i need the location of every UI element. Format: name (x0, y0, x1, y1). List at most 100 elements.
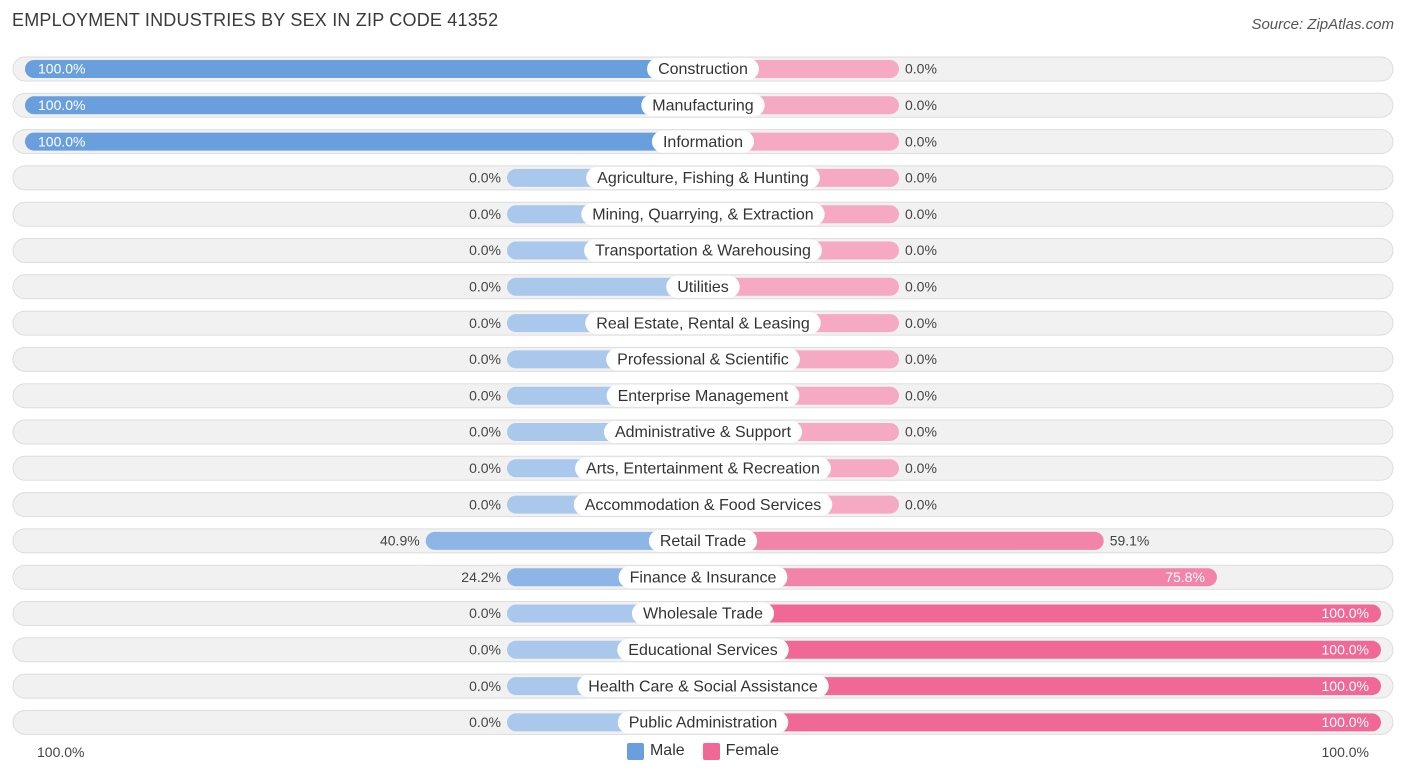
category-label-pill (618, 566, 788, 589)
category-label-pill (648, 529, 758, 552)
category-label-pill (606, 348, 800, 371)
category-label: Arts, Entertainment & Recreation (575, 457, 831, 480)
male-bar (25, 132, 703, 151)
male-value-label: 100.0% (38, 61, 85, 77)
axis-right-label: 100.0% (1321, 744, 1369, 760)
female-value-label: 0.0% (905, 133, 937, 149)
row-agriculture-fishing-hunting: 0.0% 0.0% Agriculture, Fishing & Hunting (12, 165, 1394, 191)
category-label: Administrative & Support (603, 421, 803, 443)
category-label-pill (603, 421, 803, 443)
male-value-label: 100.0% (38, 133, 85, 149)
row-accommodation-food-services: 0.0% 0.0% Accommodation & Food Services (12, 492, 1394, 518)
row-mining-quarrying-extraction: 0.0% 0.0% Mining, Quarrying, & Extraction (12, 201, 1394, 227)
row-construction: 100.0% 0.0% Construction (12, 56, 1394, 82)
category-label-text: Arts, Entertainment & Recreation (586, 461, 820, 478)
female-value-label: 75.8% (1165, 569, 1205, 585)
female-value-label: 100.0% (1322, 678, 1369, 694)
category-label-pill (575, 457, 831, 480)
row-manufacturing: 100.0% 0.0% Manufacturing (12, 92, 1394, 118)
category-label-pill (573, 493, 833, 516)
female-bar (703, 677, 1381, 696)
male-value-label: 0.0% (469, 387, 501, 403)
category-label-text: Real Estate, Rental & Leasing (596, 315, 809, 332)
male-value-label: 0.0% (469, 678, 501, 694)
category-label-pill (651, 130, 755, 153)
bar-chart: 100.0% 0.0% Construction 100.0% 0.0% Manufact… (12, 56, 1394, 735)
row-professional-scientific: 0.0% 0.0% Professional & Scientific (12, 346, 1394, 372)
category-label-text: Enterprise Management (618, 388, 789, 405)
male-bar (507, 277, 703, 296)
source-attribution: Source: ZipAtlas.com (1251, 16, 1394, 33)
male-bar (25, 96, 703, 115)
category-label-text: Professional & Scientific (617, 352, 789, 369)
row-arts-entertainment-recreation: 0.0% 0.0% Arts, Entertainment & Recreation (12, 455, 1394, 481)
category-label: Wholesale Trade (631, 602, 775, 625)
category-label-text: Accommodation & Food Services (585, 497, 822, 514)
category-label-text: Utilities (677, 279, 729, 296)
female-value-label: 0.0% (905, 279, 937, 295)
category-label-pill (641, 94, 765, 117)
category-label-text: Agriculture, Fishing & Hunting (597, 170, 809, 187)
female-value-label: 100.0% (1322, 642, 1369, 658)
female-bar (703, 568, 1217, 587)
category-label-text: Manufacturing (652, 98, 753, 115)
category-label-text: Construction (658, 61, 748, 78)
category-label: Professional & Scientific (606, 348, 800, 371)
chart-title: EMPLOYMENT INDUSTRIES BY SEX IN ZIP CODE… (12, 10, 499, 30)
category-label-text: Retail Trade (660, 533, 746, 550)
female-value-label: 0.0% (905, 206, 937, 222)
legend-item-male[interactable]: Male (626, 742, 685, 760)
category-label: Mining, Quarrying, & Extraction (581, 203, 825, 226)
male-value-label: 0.0% (469, 496, 501, 512)
category-label: Construction (647, 58, 759, 80)
female-value-label: 0.0% (905, 97, 937, 113)
category-label-text: Wholesale Trade (643, 606, 763, 623)
row-educational-services: 0.0% 100.0% Educational Services (12, 637, 1394, 663)
female-bar (703, 277, 899, 296)
female-swatch (702, 742, 720, 760)
category-label: Manufacturing (641, 94, 765, 117)
female-value-label: 0.0% (905, 315, 937, 331)
female-value-label: 0.0% (905, 496, 937, 512)
male-value-label: 0.0% (469, 279, 501, 295)
legend-item-female[interactable]: Female (702, 742, 780, 760)
category-label-pill (666, 275, 740, 298)
row-finance-insurance: 24.2% 75.8% Finance & Insurance (12, 564, 1394, 590)
category-label-text: Educational Services (628, 642, 777, 659)
category-label: Accommodation & Food Services (573, 493, 833, 516)
category-label: Real Estate, Rental & Leasing (585, 312, 821, 335)
female-value-label: 0.0% (905, 387, 937, 403)
category-label: Educational Services (617, 638, 789, 661)
category-label-pill (586, 166, 820, 189)
male-swatch (626, 742, 644, 760)
male-value-label: 40.9% (380, 533, 420, 549)
category-label: Agriculture, Fishing & Hunting (586, 166, 820, 189)
male-value-label: 0.0% (469, 170, 501, 186)
category-label-pill (647, 58, 759, 80)
male-value-label: 0.0% (469, 206, 501, 222)
female-bar (703, 604, 1381, 623)
legend: Male Female (0, 742, 1406, 760)
female-bar (703, 531, 1104, 550)
row-administrative-support: 0.0% 0.0% Administrative & Support (12, 419, 1394, 445)
male-value-label: 0.0% (469, 460, 501, 476)
category-label-pill (617, 711, 789, 734)
category-label-pill (584, 239, 822, 262)
row-wholesale-trade: 0.0% 100.0% Wholesale Trade (12, 601, 1394, 626)
female-value-label: 0.0% (905, 242, 937, 258)
female-value-label: 0.0% (905, 460, 937, 476)
axis-left-label: 100.0% (37, 744, 85, 760)
category-label-text: Public Administration (629, 715, 778, 732)
female-value-label: 59.1% (1110, 533, 1150, 549)
category-label: Enterprise Management (606, 384, 800, 407)
female-value-label: 0.0% (905, 351, 937, 367)
legend-female-label: Female (725, 742, 780, 759)
male-value-label: 0.0% (469, 714, 501, 730)
female-value-label: 0.0% (905, 424, 937, 440)
row-enterprise-management: 0.0% 0.0% Enterprise Management (12, 383, 1394, 409)
female-bar (703, 713, 1381, 732)
male-value-label: 0.0% (469, 315, 501, 331)
male-bar (425, 531, 703, 550)
category-label: Information (651, 130, 755, 153)
category-label-text: Transportation & Warehousing (595, 243, 811, 260)
